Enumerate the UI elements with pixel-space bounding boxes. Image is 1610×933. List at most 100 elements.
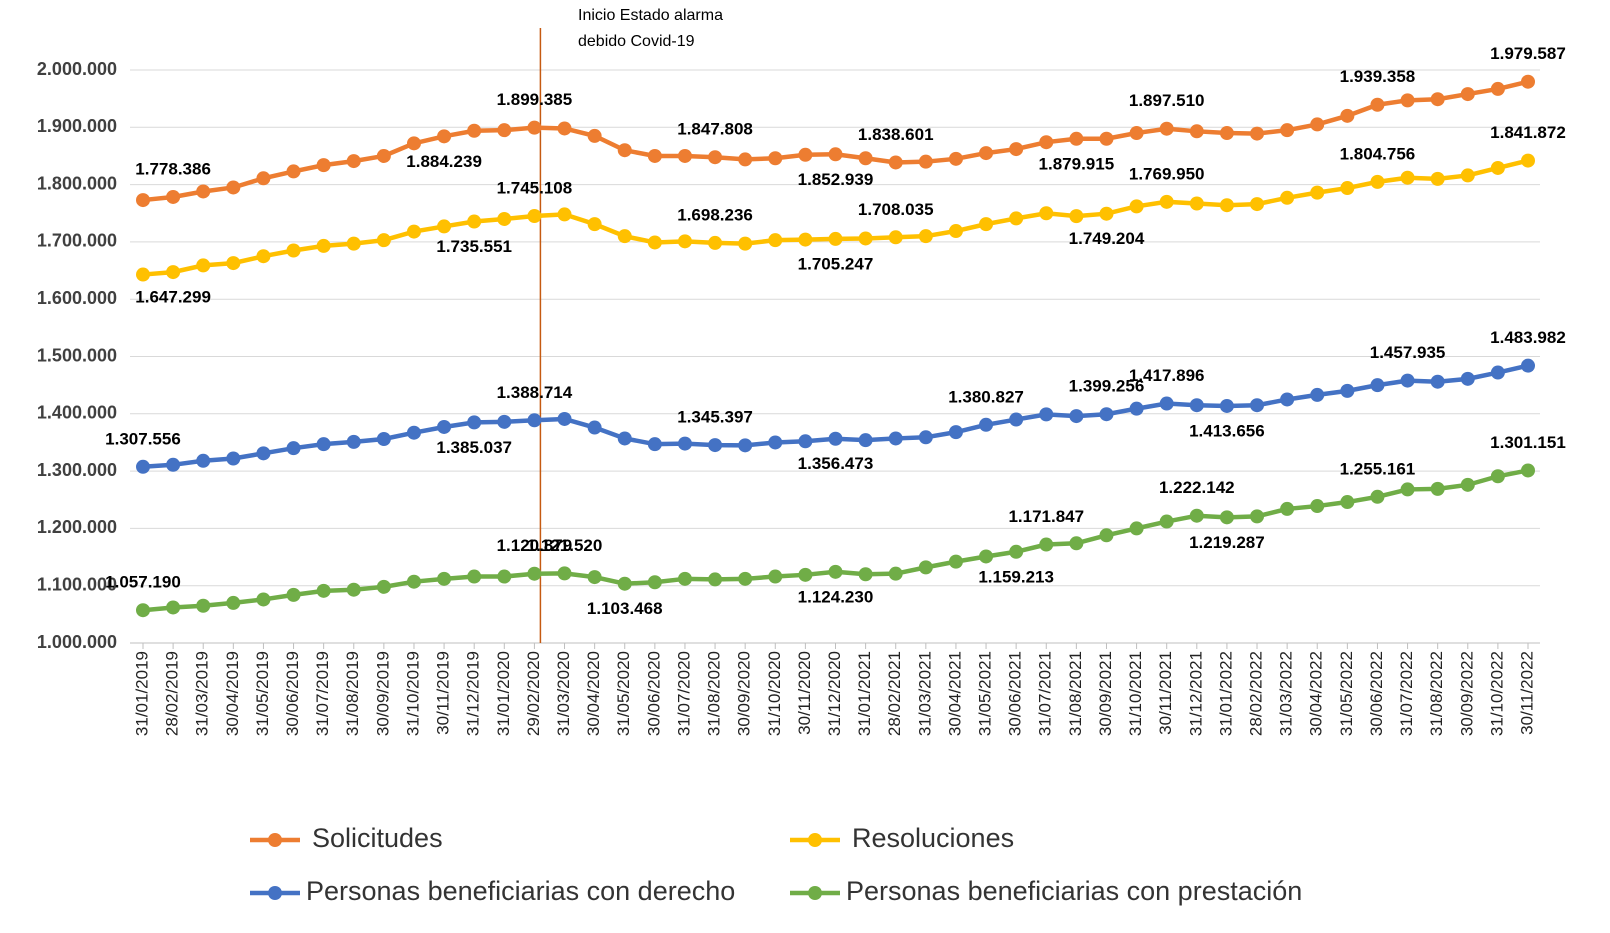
point [1250,398,1265,413]
x-tick-label: 30/09/2021 [1096,651,1115,736]
point [587,217,602,232]
x-tick-label: 30/11/2020 [795,651,814,735]
point [587,128,602,143]
point [136,267,150,282]
point [677,148,692,163]
x-tick-label: 31/05/2020 [614,651,633,736]
point [557,411,572,426]
x-tick-label: 31/12/2020 [825,651,844,736]
x-tick-label: 31/01/2020 [494,651,513,736]
point [948,224,963,239]
point [738,438,753,453]
point [1250,197,1265,212]
x-tick-label: 31/05/2021 [976,651,995,736]
point [226,180,241,195]
x-tick-label: 30/04/2021 [945,651,964,736]
point [1521,358,1535,373]
point [1219,126,1234,141]
x-tick-label: 30/11/2021 [1156,651,1175,735]
point [828,231,843,246]
x-tick-label: 31/08/2020 [705,651,724,736]
x-tick-label: 31/07/2019 [313,651,332,736]
point [1521,463,1535,478]
data-label: 1.647.299 [135,288,211,307]
point [888,155,903,170]
point [1460,87,1475,102]
point [136,603,150,618]
point [346,582,361,597]
y-tick-label: 1.500.000 [37,345,117,365]
data-label: 1.879.915 [1039,154,1115,173]
point [948,554,963,569]
point [1400,482,1415,497]
point [286,441,301,456]
x-tick-label: 30/06/2022 [1367,651,1386,736]
data-label: 1.769.950 [1129,164,1205,183]
data-label: 1.884.239 [406,152,482,171]
point [1159,121,1174,136]
point [437,571,452,586]
y-tick-label: 2.000.000 [37,59,117,79]
data-label: 1.388.714 [497,383,573,402]
point [1490,365,1505,380]
point [497,123,512,138]
point [677,234,692,249]
point [858,231,873,246]
point [1099,407,1114,422]
point [1370,489,1385,504]
point [617,431,632,446]
point [1490,469,1505,484]
point [376,233,391,248]
data-label: 1.385.037 [436,438,512,457]
point [798,232,813,247]
y-tick-label: 1.900.000 [37,116,117,136]
point [647,235,662,250]
point [437,219,452,234]
point [316,238,331,253]
point [647,148,662,163]
point [497,569,512,584]
point [1039,135,1054,150]
data-label: 1.413.656 [1189,421,1265,440]
x-tick-label: 30/11/2019 [434,651,453,735]
point [1099,131,1114,146]
x-tick-label: 31/05/2019 [253,651,272,736]
point [256,446,271,461]
point [587,570,602,585]
point [467,214,482,229]
annotation: debido Covid-19 [578,33,695,50]
data-label: 1.708.035 [858,200,934,219]
point [1159,194,1174,209]
point [286,243,301,258]
legend-marker [808,886,822,900]
point [1340,181,1355,196]
x-tick-label: 31/07/2021 [1036,651,1055,736]
point [979,417,994,432]
point [467,569,482,584]
x-tick-label: 31/03/2020 [554,651,573,736]
point [738,571,753,586]
point [376,579,391,594]
data-label: 1.124.230 [798,587,874,606]
point [768,435,783,450]
point [768,569,783,584]
series-line [142,363,1529,470]
point [286,587,301,602]
point [256,592,271,607]
point [647,575,662,590]
point [1490,81,1505,96]
point [196,258,211,273]
point [346,434,361,449]
data-label: 1.417.896 [1129,366,1205,385]
y-tick-label: 1.600.000 [37,288,117,308]
point [828,564,843,579]
legend-label: Solicitudes [312,823,443,853]
x-tick-label: 28/02/2019 [163,651,182,736]
point [437,419,452,434]
point [406,574,421,589]
x-tick-label: 29/02/2020 [524,651,543,736]
point [1460,371,1475,386]
point [798,434,813,449]
data-label: 1.847.808 [677,120,753,139]
point [226,256,241,271]
